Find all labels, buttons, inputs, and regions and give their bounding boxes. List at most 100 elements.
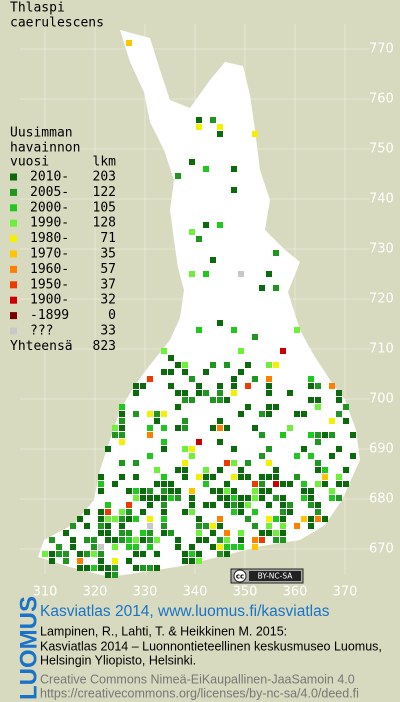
- occurrence-square: [168, 355, 174, 361]
- occurrence-square: [245, 362, 251, 368]
- species-name: Thlaspi: [10, 1, 65, 16]
- occurrence-square: [259, 285, 265, 291]
- occurrence-square: [56, 551, 62, 557]
- occurrence-square: [98, 544, 104, 550]
- occurrence-square: [84, 509, 90, 515]
- legend-swatch: [10, 173, 17, 181]
- occurrence-square: [224, 537, 230, 543]
- occurrence-square: [189, 446, 195, 452]
- atlas-link[interactable]: Kasviatlas 2014, www.luomus.fi/kasviatla…: [40, 603, 330, 620]
- occurrence-square: [315, 383, 321, 389]
- occurrence-square: [252, 334, 258, 340]
- occurrence-square: [308, 397, 314, 403]
- occurrence-square: [119, 516, 125, 522]
- occurrence-square: [196, 124, 202, 130]
- license-url[interactable]: https://creativecommons.org/licenses/by-…: [40, 686, 359, 700]
- occurrence-square: [189, 502, 195, 508]
- occurrence-square: [133, 383, 139, 389]
- occurrence-square: [56, 544, 62, 550]
- occurrence-square: [252, 488, 258, 494]
- occurrence-square: [196, 439, 202, 445]
- x-tick-label: 320: [83, 585, 108, 600]
- occurrence-square: [280, 516, 286, 522]
- occurrence-square: [238, 495, 244, 501]
- occurrence-square: [140, 488, 146, 494]
- occurrence-square: [77, 565, 83, 571]
- occurrence-square: [252, 131, 258, 137]
- occurrence-square: [203, 467, 209, 473]
- occurrence-square: [301, 481, 307, 487]
- occurrence-square: [175, 488, 181, 494]
- occurrence-square: [273, 467, 279, 473]
- occurrence-square: [315, 432, 321, 438]
- occurrence-square: [119, 523, 125, 529]
- occurrence-square: [329, 488, 335, 494]
- occurrence-square: [280, 502, 286, 508]
- occurrence-square: [196, 117, 202, 123]
- occurrence-square: [91, 551, 97, 557]
- occurrence-square: [252, 376, 258, 382]
- occurrence-square: [175, 362, 181, 368]
- occurrence-square: [245, 460, 251, 466]
- occurrence-square: [315, 516, 321, 522]
- occurrence-square: [154, 481, 160, 487]
- occurrence-square: [84, 565, 90, 571]
- occurrence-square: [175, 544, 181, 550]
- occurrence-square: [224, 551, 230, 557]
- occurrence-square: [210, 397, 216, 403]
- occurrence-square: [105, 516, 111, 522]
- occurrence-square: [280, 509, 286, 515]
- occurrence-square: [105, 509, 111, 515]
- legend-label: 1970-: [30, 247, 69, 262]
- occurrence-square: [280, 432, 286, 438]
- occurrence-square: [238, 537, 244, 543]
- occurrence-square: [161, 516, 167, 522]
- citation: Helsingin Yliopisto, Helsinki.: [40, 653, 196, 667]
- occurrence-square: [49, 537, 55, 543]
- occurrence-square: [126, 530, 132, 536]
- occurrence-square: [217, 320, 223, 326]
- occurrence-square: [91, 565, 97, 571]
- occurrence-square: [245, 502, 251, 508]
- occurrence-squares: [42, 40, 356, 578]
- occurrence-square: [210, 523, 216, 529]
- occurrence-square: [259, 495, 265, 501]
- occurrence-square: [245, 495, 251, 501]
- occurrence-square: [322, 516, 328, 522]
- occurrence-square: [266, 460, 272, 466]
- occurrence-square: [196, 390, 202, 396]
- occurrence-square: [161, 425, 167, 431]
- occurrence-square: [203, 481, 209, 487]
- occurrence-square: [210, 488, 216, 494]
- occurrence-square: [280, 523, 286, 529]
- legend-count: 203: [93, 170, 116, 185]
- occurrence-square: [182, 509, 188, 515]
- occurrence-square: [182, 474, 188, 480]
- occurrence-square: [189, 271, 195, 277]
- occurrence-square: [322, 481, 328, 487]
- occurrence-square: [245, 404, 251, 410]
- occurrence-square: [189, 397, 195, 403]
- occurrence-square: [133, 411, 139, 417]
- occurrence-square: [238, 502, 244, 508]
- occurrence-square: [161, 523, 167, 529]
- legend-count: 35: [100, 247, 116, 262]
- legend-count: 33: [100, 324, 116, 339]
- occurrence-square: [161, 446, 167, 452]
- legend-label: 2000-: [30, 200, 69, 215]
- occurrence-square: [154, 565, 160, 571]
- occurrence-square: [175, 495, 181, 501]
- occurrence-square: [336, 446, 342, 452]
- occurrence-square: [280, 348, 286, 354]
- legend-label: 1950-: [30, 277, 69, 292]
- occurrence-square: [147, 530, 153, 536]
- occurrence-square: [133, 474, 139, 480]
- occurrence-square: [294, 523, 300, 529]
- y-tick-label: 700: [369, 392, 394, 407]
- occurrence-square: [196, 537, 202, 543]
- occurrence-square: [133, 551, 139, 557]
- occurrence-square: [189, 544, 195, 550]
- occurrence-square: [273, 362, 279, 368]
- occurrence-square: [301, 446, 307, 452]
